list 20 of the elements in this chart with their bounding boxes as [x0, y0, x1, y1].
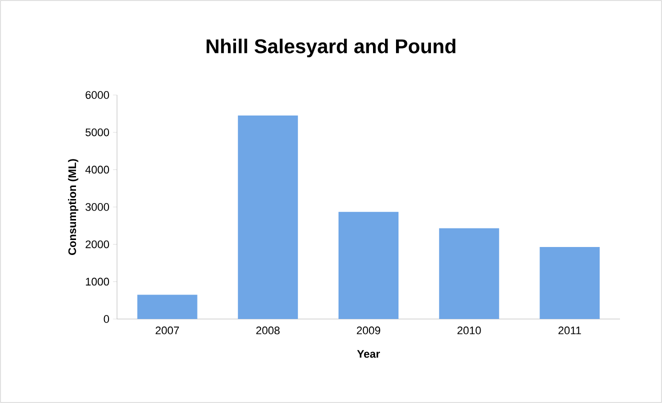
- y-axis-title: Consumption (ML): [68, 159, 78, 255]
- x-tick-label: 2011: [558, 326, 581, 334]
- x-axis-title: Year: [357, 350, 380, 358]
- bar: [137, 294, 198, 319]
- bar: [238, 116, 298, 319]
- chart-title: Nhill Salesyard and Pound: [206, 38, 456, 58]
- bar: [439, 228, 500, 319]
- y-tick-label: 6000: [86, 91, 110, 99]
- bar: [338, 212, 399, 319]
- y-tick-label: 2000: [86, 240, 110, 248]
- x-tick-label: 2007: [156, 326, 179, 334]
- y-tick-label: 4000: [85, 166, 110, 174]
- y-tick-label: 5000: [86, 128, 110, 136]
- y-tick-label: 1000: [86, 278, 110, 286]
- y-tick-label: 3000: [86, 203, 110, 211]
- x-tick-label: 2010: [457, 326, 481, 334]
- bar: [540, 246, 600, 319]
- x-tick-label: 2008: [256, 326, 280, 334]
- x-tick-label: 2009: [356, 326, 380, 334]
- y-tick-label: 0: [104, 315, 110, 323]
